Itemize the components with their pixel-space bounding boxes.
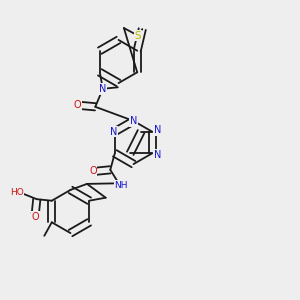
Text: N: N [99,84,106,94]
Text: O: O [32,212,39,222]
Text: N: N [154,150,161,160]
Text: N: N [130,116,137,126]
Text: N: N [154,125,161,135]
Text: S: S [135,31,141,40]
Text: O: O [74,100,81,110]
Text: N: N [110,127,117,137]
Text: O: O [89,166,97,176]
Text: NH: NH [114,181,128,190]
Text: HO: HO [10,188,24,197]
